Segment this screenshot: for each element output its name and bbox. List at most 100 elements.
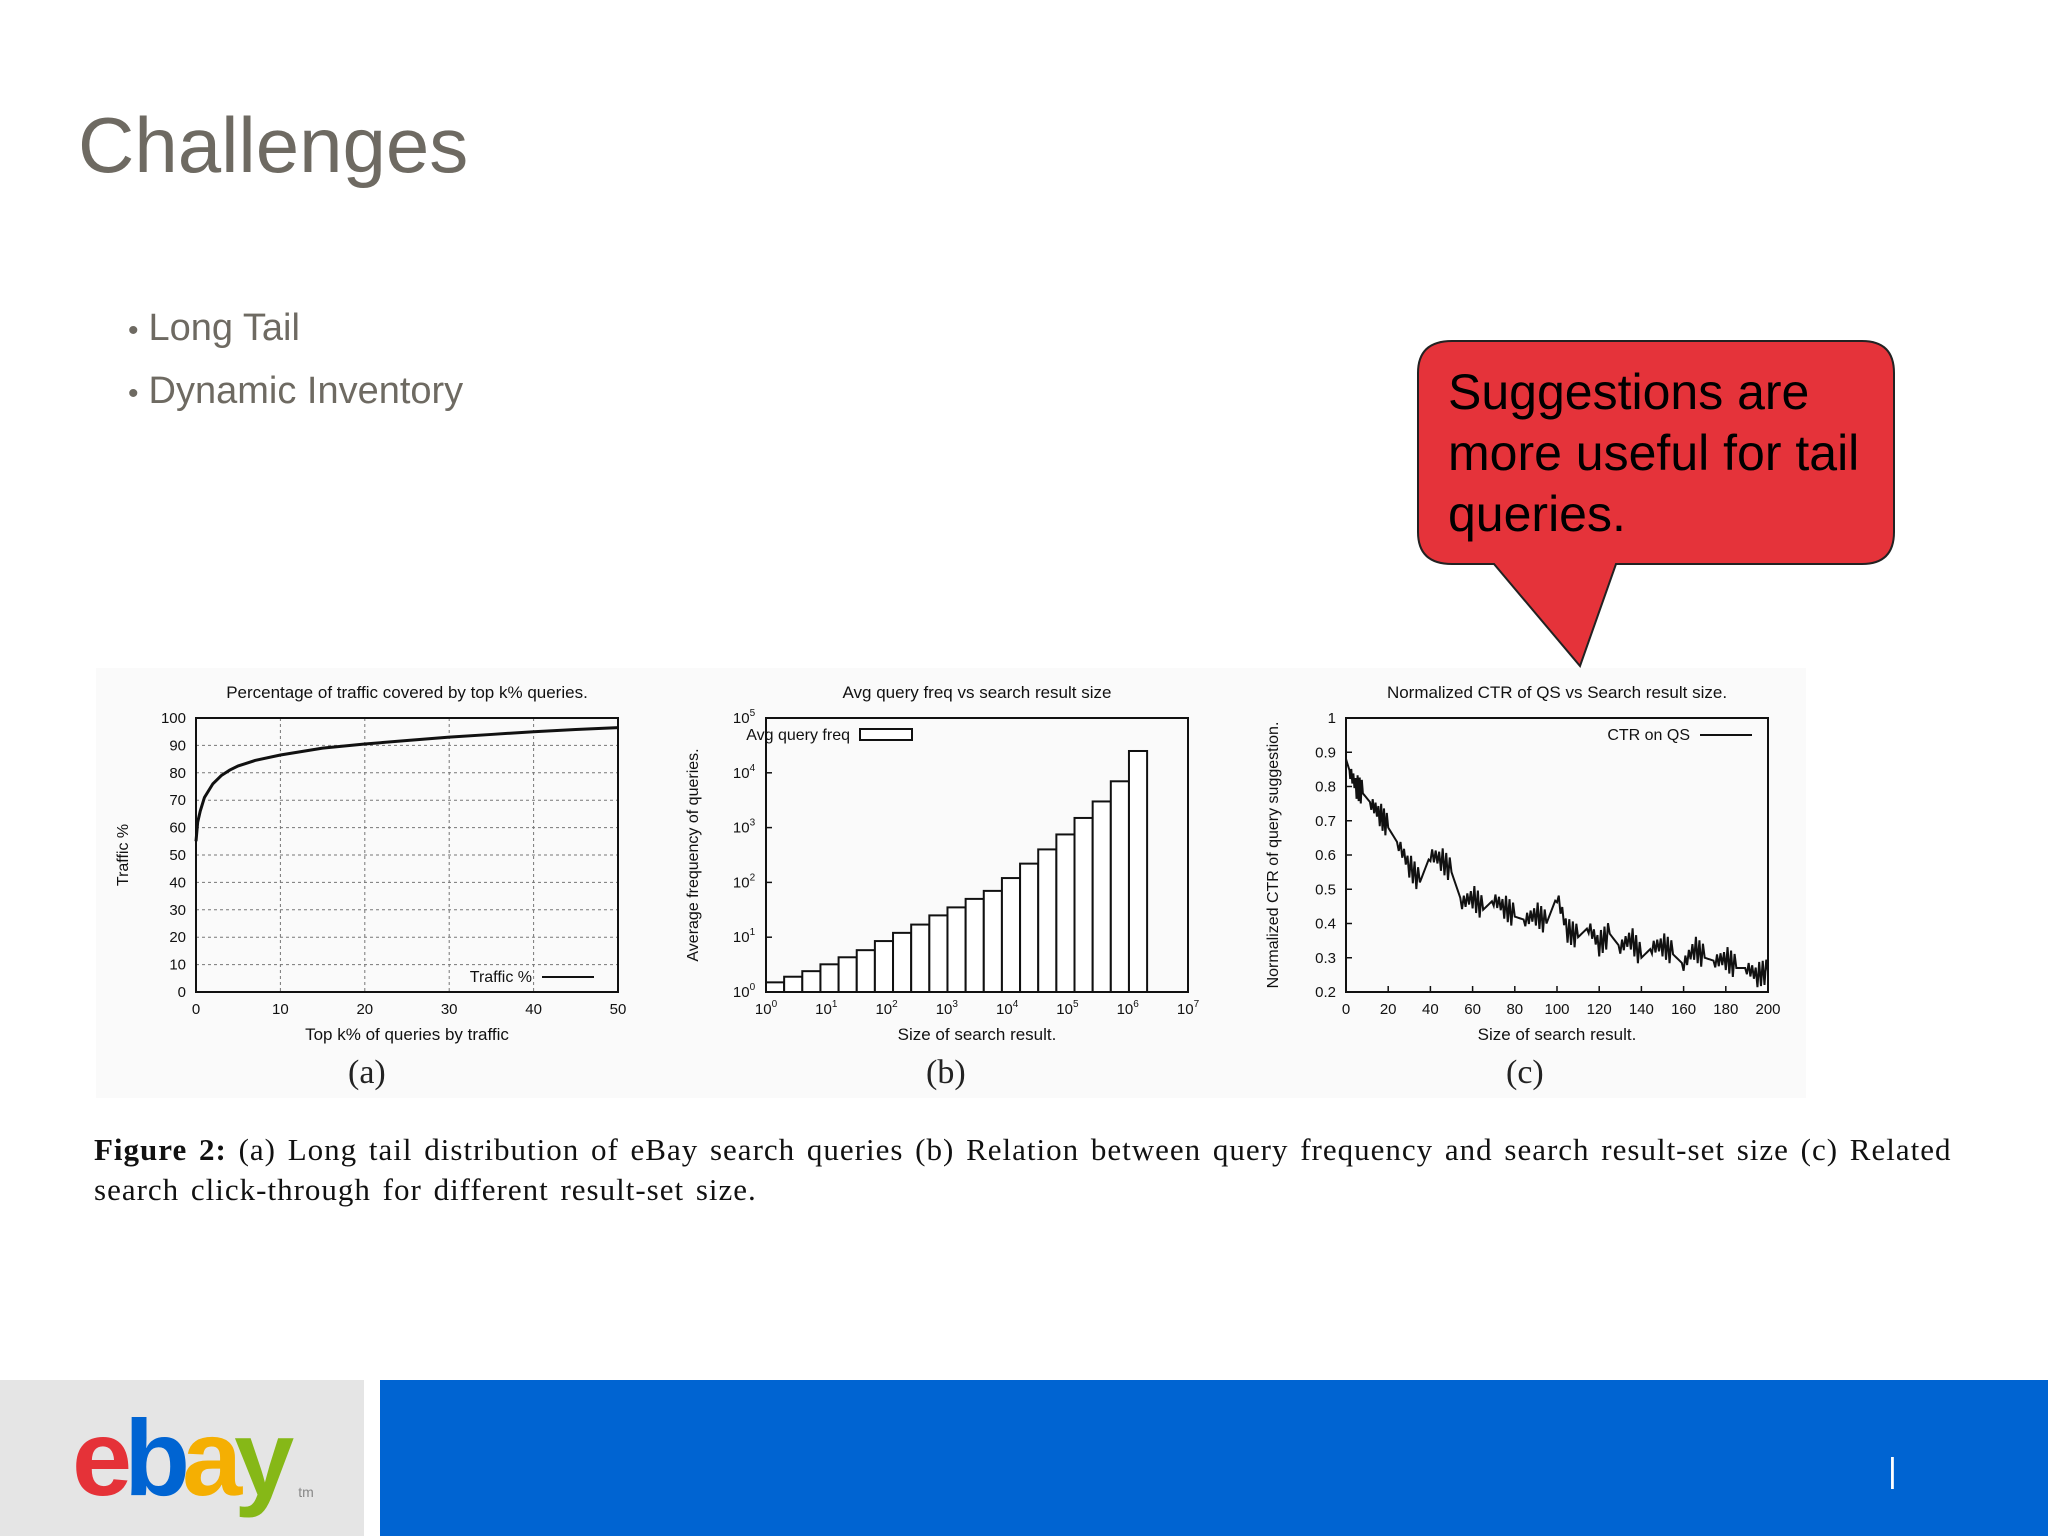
logo-letter: b (124, 1397, 190, 1518)
callout-text: Suggestions are more useful for tail que… (1448, 364, 1860, 542)
bar (855, 949, 876, 994)
y-axis-label: Normalized CTR of query suggestion. (1265, 722, 1282, 989)
x-tick-label: 80 (1506, 1001, 1523, 1018)
x-tick-label: 120 (1587, 1001, 1612, 1018)
bullet-dot-icon: • (128, 377, 139, 410)
bar (928, 914, 949, 993)
x-tick-label: 40 (525, 1001, 542, 1018)
y-tick-label: 102 (733, 872, 756, 891)
logo-letter: a (182, 1397, 242, 1518)
logo-letter: y (234, 1397, 294, 1518)
x-tick-label: 50 (610, 1001, 627, 1018)
bullet-text: Long Tail (148, 307, 300, 349)
chart-title: Avg query freq vs search result size (843, 683, 1112, 702)
bar (910, 923, 931, 994)
series-line (194, 726, 619, 842)
bullet-list: • Long Tail • Dynamic Inventory (128, 306, 463, 432)
caption-text: (a) Long tail distribution of eBay searc… (94, 1132, 1952, 1207)
y-tick-label: 0.7 (1315, 813, 1336, 830)
chart-query-freq: Avg query freq vs search result size Size… (685, 683, 1200, 1044)
chart-ctr: Normalized CTR of QS vs Search result si… (1265, 683, 1781, 1044)
x-tick-label: 101 (815, 999, 838, 1018)
y-tick-label: 50 (169, 847, 186, 864)
slide-title: Challenges (78, 101, 469, 189)
y-tick-label: 0.5 (1315, 881, 1336, 898)
bar (837, 956, 858, 993)
y-tick-label: 103 (733, 818, 756, 837)
bar (783, 975, 804, 994)
y-tick-label: 100 (161, 710, 186, 727)
x-tick-label: 105 (1056, 999, 1079, 1018)
x-tick-label: 102 (875, 999, 898, 1018)
plot-frame (765, 717, 1189, 993)
callout-shape (1417, 340, 1895, 668)
bar (1019, 862, 1040, 993)
x-axis-label: Size of search result. (898, 1025, 1057, 1044)
bullet-item: • Long Tail (128, 306, 463, 353)
x-tick-label: 40 (1422, 1001, 1439, 1018)
legend-label: CTR on QS (1607, 727, 1690, 744)
y-tick-label: 101 (733, 927, 756, 946)
y-tick-label: 104 (733, 763, 756, 782)
bar (1055, 833, 1076, 993)
y-tick-label: 40 (169, 874, 186, 891)
bar (873, 940, 895, 993)
series-line (1345, 758, 1769, 988)
callout-bubble (1417, 340, 1895, 668)
y-tick-label: 90 (169, 737, 186, 754)
bullet-dot-icon: • (128, 314, 139, 347)
bar (819, 963, 840, 993)
y-tick-label: 60 (169, 820, 186, 837)
y-tick-label: 0.4 (1315, 916, 1336, 933)
ebay-logo: ebay tm (72, 1397, 314, 1518)
bar (982, 889, 1003, 993)
x-tick-label: 0 (192, 1001, 200, 1018)
footer-logo-panel (0, 1380, 364, 1536)
bullet-item: • Dynamic Inventory (128, 369, 463, 416)
chart-traffic-coverage: Percentage of traffic covered by top k% … (115, 683, 627, 1044)
legend-label: Avg query freq (746, 727, 850, 744)
bar (1037, 848, 1058, 993)
plot-frame (1345, 717, 1769, 993)
sublabel-a: (a) (348, 1054, 386, 1091)
y-tick-label: 0.2 (1315, 984, 1336, 1001)
sublabel-b: (b) (926, 1054, 966, 1091)
x-tick-label: 100 (755, 999, 778, 1018)
x-tick-label: 103 (936, 999, 959, 1018)
bar (1073, 816, 1094, 993)
bar (946, 906, 967, 993)
x-tick-label: 100 (1544, 1001, 1569, 1018)
y-tick-label: 0.6 (1315, 847, 1336, 864)
legend-swatch (859, 728, 913, 741)
plot-frame (195, 717, 619, 993)
y-tick-label: 0.8 (1315, 779, 1336, 796)
x-axis-label: Size of search result. (1478, 1025, 1637, 1044)
x-tick-label: 60 (1464, 1001, 1481, 1018)
bar (1127, 749, 1149, 993)
chart-title: Percentage of traffic covered by top k% … (226, 683, 588, 702)
y-tick-label: 1 (1328, 710, 1336, 727)
y-tick-label: 0 (178, 984, 186, 1001)
y-tick-label: 70 (169, 792, 186, 809)
x-tick-label: 200 (1755, 1001, 1780, 1018)
footer-bar (380, 1380, 2048, 1536)
footer-separator: | (1888, 1452, 1897, 1490)
y-tick-label: 10 (169, 957, 186, 974)
y-tick-label: 80 (169, 765, 186, 782)
bar (801, 970, 822, 994)
figure-caption: Figure 2: (a) Long tail distribution of … (94, 1130, 2004, 1210)
figure-area (96, 668, 1806, 1098)
x-tick-label: 160 (1671, 1001, 1696, 1018)
bar (765, 981, 786, 993)
y-tick-label: 0.3 (1315, 950, 1336, 967)
x-tick-label: 10 (272, 1001, 289, 1018)
x-tick-label: 106 (1117, 999, 1140, 1018)
y-axis-label: Average frequency of queries. (685, 748, 702, 961)
bar (1109, 780, 1130, 994)
y-tick-label: 0.9 (1315, 744, 1336, 761)
x-axis-label: Top k% of queries by traffic (305, 1025, 509, 1044)
x-tick-label: 180 (1713, 1001, 1738, 1018)
x-tick-label: 107 (1177, 999, 1200, 1018)
bar (964, 897, 985, 993)
bar (892, 931, 913, 994)
